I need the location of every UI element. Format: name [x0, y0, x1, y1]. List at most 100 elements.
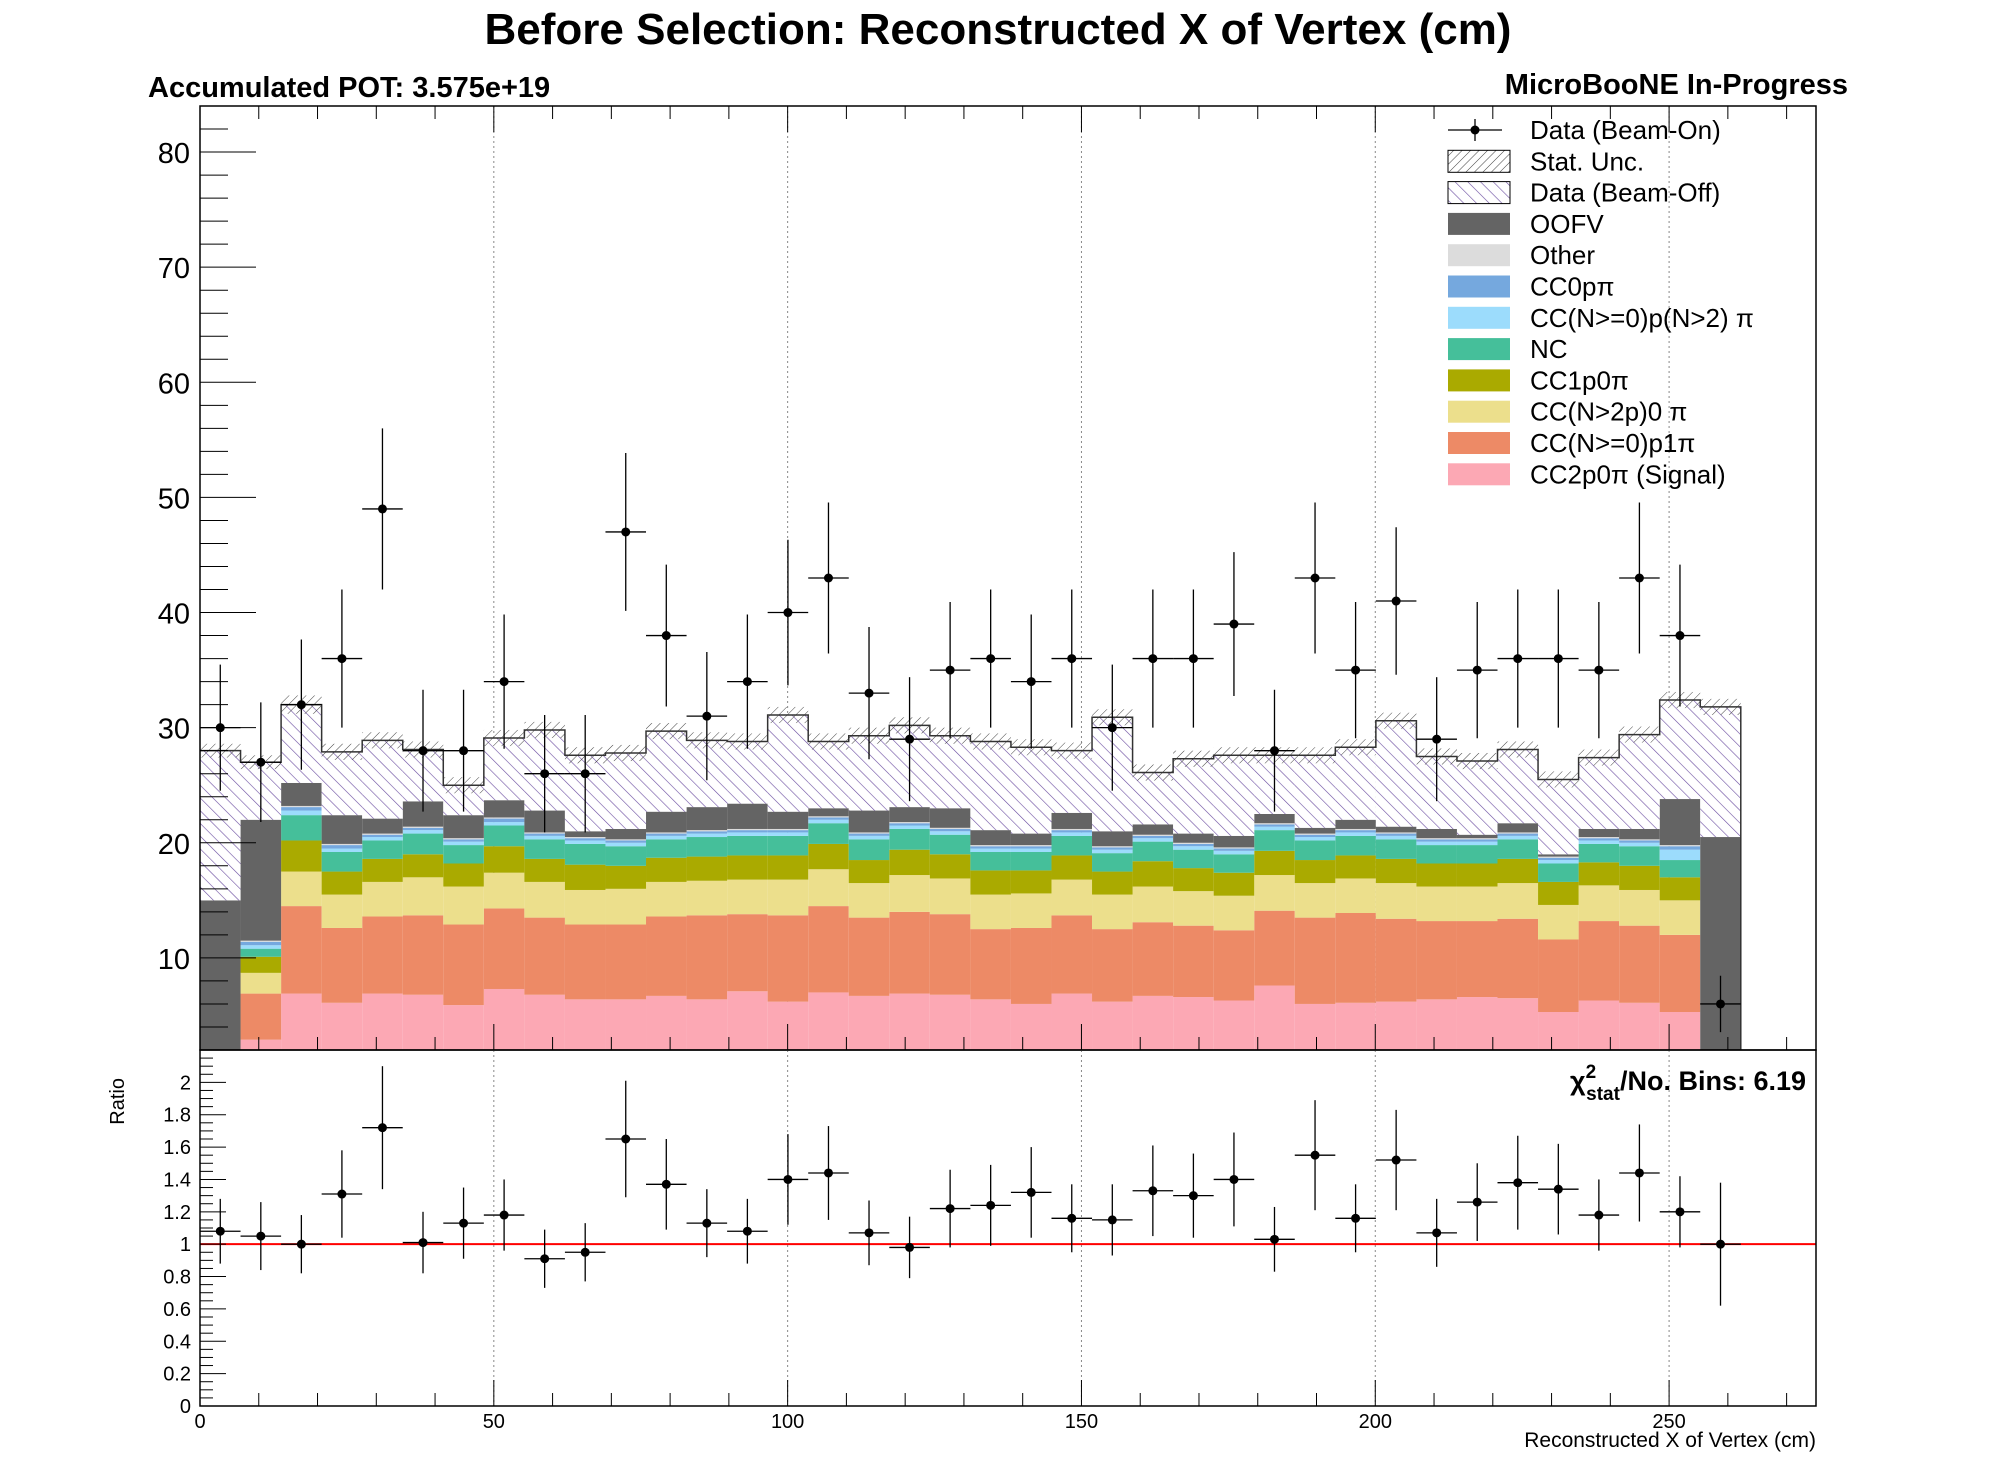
- bar-ccn1pi: [443, 924, 484, 1006]
- bar-ccnpn2pi: [483, 822, 525, 826]
- bar-cc1p0pi: [1619, 865, 1660, 890]
- bar-oofv: [200, 900, 241, 1050]
- bar-nc: [281, 815, 322, 841]
- bar-ccnpn2pi: [889, 825, 930, 829]
- bar-oofv: [321, 815, 363, 844]
- x-tick-label: 250: [1652, 1411, 1685, 1433]
- bar-ccn2p0pi: [767, 879, 809, 916]
- bar-signal: [1538, 1012, 1579, 1050]
- bar-cc1p0pi: [1659, 877, 1701, 901]
- chi2-label: χ2 stat/No. Bins: 6.19: [1570, 1062, 1806, 1105]
- bar-cc1p0pi: [646, 857, 687, 882]
- ratio-marker: [499, 1210, 509, 1220]
- ratio-y-tick-label: 1.4: [163, 1169, 191, 1191]
- ratio-marker: [1026, 1187, 1036, 1197]
- bar-nc: [1659, 860, 1701, 878]
- bar-hatch-beamoff: [1538, 779, 1579, 855]
- bar-cc0ppi: [1416, 839, 1457, 842]
- x-axis-label: Reconstructed X of Vertex (cm): [1524, 1429, 1816, 1452]
- legend-swatch: [1448, 432, 1510, 454]
- main-x-ticks: [199, 106, 1788, 1050]
- bar-signal: [1132, 995, 1174, 1050]
- bar-ccnpn2pi: [1619, 842, 1660, 847]
- bar-oofv: [1254, 814, 1295, 824]
- bar-other: [1173, 842, 1214, 844]
- bar-other: [848, 832, 890, 834]
- ratio-marker: [418, 1238, 428, 1248]
- bar-ccn2p0pi: [848, 883, 890, 918]
- legend-item: CC0pπ: [1448, 272, 1614, 302]
- data-marker: [418, 746, 428, 756]
- bar-nc: [402, 833, 444, 855]
- ratio-x-axis: 0 50 100 150 200 250: [194, 1380, 1788, 1433]
- ratio-point: [1294, 1100, 1336, 1211]
- bar-other: [727, 828, 768, 831]
- bar-ccn1pi: [808, 906, 849, 993]
- ratio-point: [281, 1215, 322, 1274]
- data-marker: [296, 700, 306, 710]
- bar-ccnpn2pi: [443, 841, 484, 846]
- bar-cc1p0pi: [1051, 855, 1093, 880]
- ratio-y-tick-label: 0.8: [163, 1267, 191, 1289]
- data-marker: [621, 527, 631, 537]
- data-marker: [1269, 746, 1279, 756]
- data-point: [1213, 552, 1255, 696]
- data-point: [848, 626, 890, 760]
- data-marker: [1675, 631, 1685, 641]
- legend-label: NC: [1530, 334, 1568, 364]
- data-point: [970, 589, 1011, 728]
- ratio-plot-area: 0 0.2 0.4 0.6 0.8 1 1.2 1.4 1.6 1.8 2 0 50 100 150 200…: [107, 1049, 1817, 1452]
- ratio-point: [443, 1187, 484, 1259]
- bar-oofv: [1173, 833, 1214, 843]
- legend-swatch: [1447, 149, 1511, 173]
- bar-ccn1pi: [240, 993, 282, 1040]
- bar-other: [1538, 856, 1579, 858]
- ratio-point: [929, 1169, 971, 1248]
- data-marker: [702, 711, 712, 721]
- bar-hatch-beamoff: [362, 740, 403, 819]
- bar-cc1p0pi: [1254, 850, 1295, 876]
- bar-other: [605, 839, 647, 841]
- bar-signal: [1173, 997, 1214, 1050]
- legend-label: Data (Beam-On): [1530, 115, 1721, 145]
- bar-hatch-beamoff: [1051, 750, 1093, 813]
- legend-label: CC(N>=0)p(N>2) π: [1530, 303, 1754, 333]
- data-point: [727, 614, 768, 749]
- bar-nc: [970, 851, 1011, 871]
- y-tick-label: 10: [158, 944, 190, 976]
- bar-ccn2p0pi: [1659, 900, 1701, 935]
- bar-signal: [889, 993, 930, 1050]
- ratio-y-tick-label: 2: [180, 1072, 191, 1094]
- ratio-point: [970, 1164, 1011, 1246]
- bar-signal: [1294, 1003, 1336, 1050]
- ratio-y-tick-label: 1.8: [163, 1105, 191, 1127]
- bar-other: [808, 816, 849, 818]
- data-marker: [1716, 999, 1726, 1009]
- data-point: [240, 702, 282, 823]
- bar-signal: [1375, 1001, 1417, 1050]
- ratio-marker: [864, 1228, 874, 1238]
- bar-ccn1pi: [727, 914, 768, 992]
- bar-ccnpn2pi: [1051, 832, 1093, 836]
- ratio-point: [1254, 1206, 1295, 1272]
- bar-ccn2p0pi: [1416, 886, 1457, 922]
- bar-ccn1pi: [1375, 918, 1417, 1002]
- bar-cc1p0pi: [1294, 860, 1336, 884]
- legend-item: Stat. Unc.: [1447, 146, 1644, 176]
- legend-item: Data (Beam-Off): [1447, 178, 1720, 208]
- ratio-marker: [580, 1247, 590, 1257]
- bar-other: [646, 832, 687, 834]
- bar-ccn2p0pi: [1497, 883, 1539, 919]
- data-point: [1132, 589, 1174, 728]
- bar-other: [1213, 847, 1255, 849]
- bar-other: [281, 805, 322, 808]
- bar-other: [889, 822, 930, 824]
- legend-swatch: [1448, 369, 1510, 392]
- bar-oofv: [1213, 835, 1255, 848]
- bar-other: [443, 838, 484, 840]
- legend-item: CC1p0π: [1448, 365, 1629, 395]
- bar-hatch-beamoff: [1294, 755, 1336, 828]
- bar-cc0ppi: [443, 839, 484, 842]
- bar-oofv: [362, 818, 403, 834]
- x-tick-label: 150: [1065, 1411, 1098, 1433]
